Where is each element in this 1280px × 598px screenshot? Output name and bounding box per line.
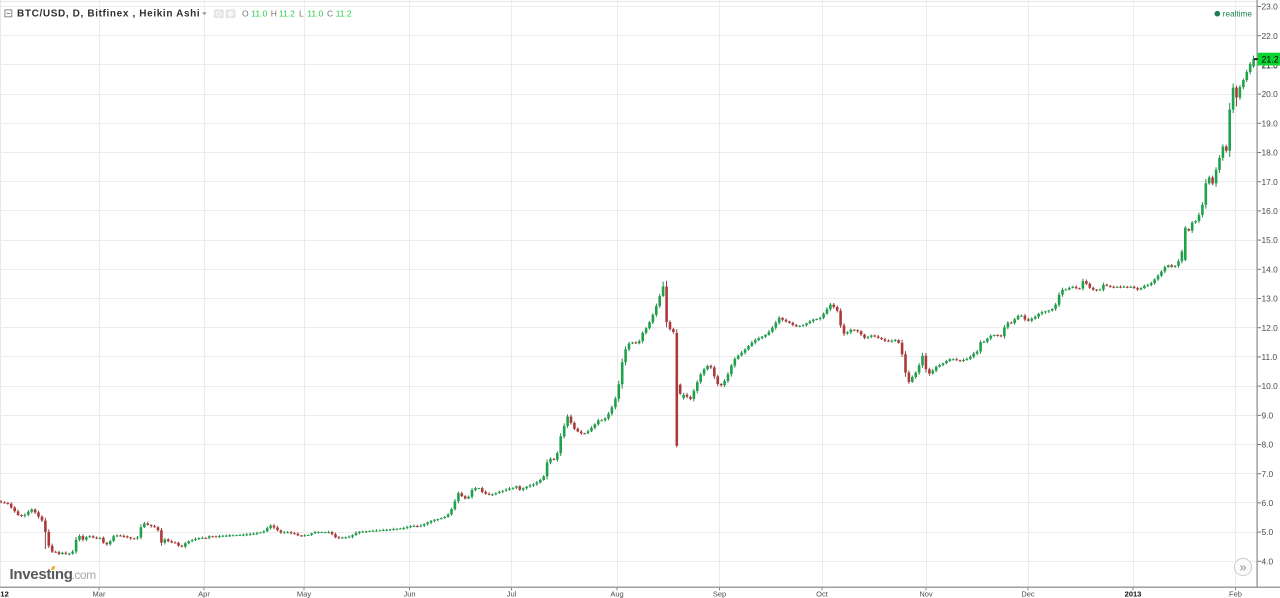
svg-text:Nov: Nov bbox=[919, 590, 933, 598]
svg-text:Feb: Feb bbox=[1229, 590, 1242, 598]
svg-text:5.0: 5.0 bbox=[1262, 527, 1274, 537]
svg-text:Investing: Investing bbox=[10, 566, 73, 583]
svg-text:14.0: 14.0 bbox=[1262, 264, 1279, 274]
svg-text:11.0: 11.0 bbox=[251, 8, 267, 18]
svg-text:realtime: realtime bbox=[1223, 9, 1253, 18]
svg-text:Aug: Aug bbox=[610, 590, 623, 598]
svg-text:11.2: 11.2 bbox=[279, 8, 295, 18]
svg-text:8.0: 8.0 bbox=[1262, 440, 1274, 450]
svg-text:Oct: Oct bbox=[816, 590, 829, 598]
svg-text:2012: 2012 bbox=[0, 590, 9, 598]
svg-text:20.0: 20.0 bbox=[1262, 89, 1279, 99]
svg-text:11.0: 11.0 bbox=[1262, 352, 1278, 362]
svg-text:L: L bbox=[299, 8, 304, 18]
svg-text:11.0: 11.0 bbox=[307, 8, 323, 18]
svg-text:2013: 2013 bbox=[1125, 590, 1142, 598]
svg-text:»: » bbox=[1240, 560, 1247, 574]
svg-text:H: H bbox=[271, 8, 277, 18]
svg-text:Mar: Mar bbox=[93, 590, 106, 598]
svg-text:15.0: 15.0 bbox=[1262, 235, 1279, 245]
svg-text:23.0: 23.0 bbox=[1262, 2, 1279, 12]
svg-text:C: C bbox=[327, 8, 333, 18]
svg-text:13.0: 13.0 bbox=[1262, 294, 1279, 304]
svg-text:11.2: 11.2 bbox=[336, 8, 352, 18]
svg-text:Dec: Dec bbox=[1021, 590, 1035, 598]
svg-text:Jul: Jul bbox=[507, 590, 517, 598]
svg-text:12.0: 12.0 bbox=[1262, 323, 1279, 333]
svg-text:.com: .com bbox=[72, 568, 97, 582]
svg-text:Sep: Sep bbox=[713, 590, 726, 598]
svg-text:21.2: 21.2 bbox=[1262, 54, 1279, 64]
svg-text:22.0: 22.0 bbox=[1262, 31, 1279, 41]
svg-text:Apr: Apr bbox=[198, 590, 210, 598]
svg-text:7.0: 7.0 bbox=[1262, 469, 1274, 479]
svg-text:10.0: 10.0 bbox=[1262, 381, 1279, 391]
svg-text:19.0: 19.0 bbox=[1262, 118, 1279, 128]
svg-text:BTC/USD, D, Bitfinex , Heikin: BTC/USD, D, Bitfinex , Heikin Ashi bbox=[17, 8, 200, 19]
svg-text:18.0: 18.0 bbox=[1262, 148, 1279, 158]
svg-text:O: O bbox=[242, 8, 249, 18]
svg-text:May: May bbox=[297, 590, 311, 598]
svg-text:4.0: 4.0 bbox=[1262, 556, 1274, 566]
svg-text:6.0: 6.0 bbox=[1262, 498, 1274, 508]
svg-text:9.0: 9.0 bbox=[1262, 410, 1274, 420]
svg-text:16.0: 16.0 bbox=[1262, 206, 1279, 216]
svg-text:Jun: Jun bbox=[403, 590, 415, 598]
svg-text:17.0: 17.0 bbox=[1262, 177, 1279, 187]
